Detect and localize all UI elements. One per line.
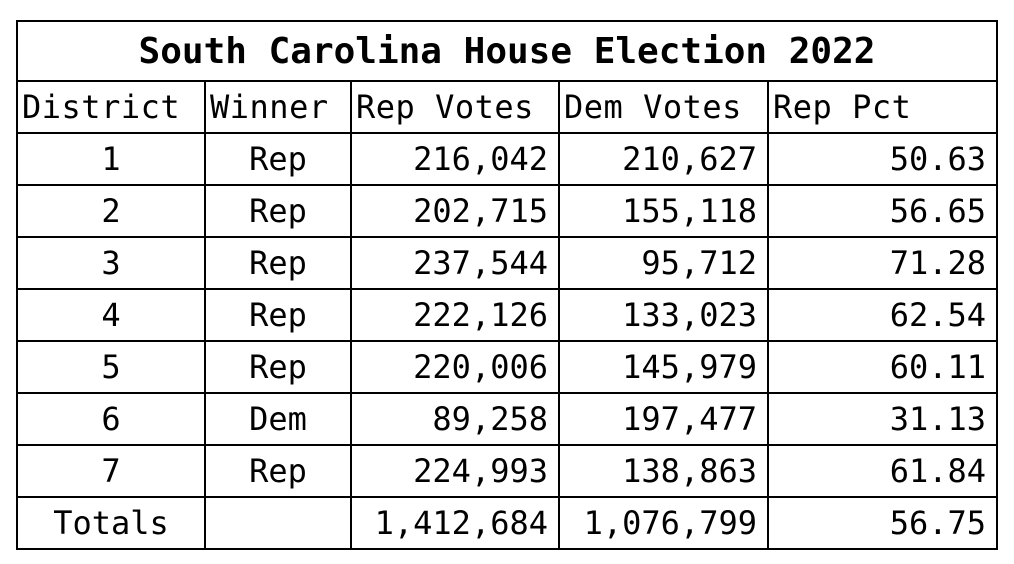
rep-votes-cell: 216,042 <box>350 132 560 186</box>
header-row: District Winner Rep Votes Dem Votes Rep … <box>16 80 999 134</box>
winner-cell: Rep <box>204 132 352 186</box>
rep-pct-cell: 61.84 <box>766 444 999 498</box>
rep-pct-cell: 50.63 <box>766 132 999 186</box>
winner-cell: Rep <box>204 236 352 290</box>
table-row: 4 Rep 222,126 133,023 62.54 <box>16 288 999 342</box>
winner-cell: Rep <box>204 340 352 394</box>
column-header-rep-votes: Rep Votes <box>350 80 560 134</box>
column-header-winner: Winner <box>204 80 352 134</box>
district-cell: 7 <box>16 444 206 498</box>
dem-votes-cell: 133,023 <box>558 288 769 342</box>
rep-votes-cell: 224,993 <box>350 444 560 498</box>
winner-cell: Rep <box>204 184 352 238</box>
rep-votes-cell: 220,006 <box>350 340 560 394</box>
dem-votes-cell: 138,863 <box>558 444 769 498</box>
totals-rep-votes: 1,412,684 <box>350 496 560 550</box>
winner-cell: Rep <box>204 288 352 342</box>
totals-winner-cell <box>204 496 352 550</box>
column-header-district: District <box>16 80 206 134</box>
rep-pct-cell: 60.11 <box>766 340 999 394</box>
rep-votes-cell: 89,258 <box>350 392 560 446</box>
district-cell: 1 <box>16 132 206 186</box>
column-header-rep-pct: Rep Pct <box>766 80 999 134</box>
district-cell: 2 <box>16 184 206 238</box>
totals-row: Totals 1,412,684 1,076,799 56.75 <box>16 496 999 550</box>
column-header-dem-votes: Dem Votes <box>558 80 769 134</box>
rep-pct-cell: 62.54 <box>766 288 999 342</box>
totals-rep-pct: 56.75 <box>766 496 999 550</box>
table-row: 7 Rep 224,993 138,863 61.84 <box>16 444 999 498</box>
title-row: South Carolina House Election 2022 <box>15 20 999 82</box>
rep-votes-cell: 237,544 <box>350 236 560 290</box>
table-row: 6 Dem 89,258 197,477 31.13 <box>16 392 999 446</box>
rep-votes-cell: 202,715 <box>350 184 560 238</box>
dem-votes-cell: 155,118 <box>558 184 769 238</box>
winner-cell: Rep <box>204 444 352 498</box>
district-cell: 6 <box>16 392 206 446</box>
table-row: 5 Rep 220,006 145,979 60.11 <box>16 340 999 394</box>
district-cell: 3 <box>16 236 206 290</box>
dem-votes-cell: 210,627 <box>558 132 769 186</box>
dem-votes-cell: 145,979 <box>558 340 769 394</box>
rep-pct-cell: 31.13 <box>766 392 999 446</box>
dem-votes-cell: 197,477 <box>558 392 769 446</box>
totals-label: Totals <box>16 496 206 550</box>
dem-votes-cell: 95,712 <box>558 236 769 290</box>
district-cell: 4 <box>16 288 206 342</box>
table-title: South Carolina House Election 2022 <box>15 20 999 82</box>
election-results-table: South Carolina House Election 2022 Distr… <box>15 20 999 550</box>
results-table-container: South Carolina House Election 2022 Distr… <box>15 20 999 550</box>
table-row: 2 Rep 202,715 155,118 56.65 <box>16 184 999 238</box>
table-row: 1 Rep 216,042 210,627 50.63 <box>16 132 999 186</box>
totals-dem-votes: 1,076,799 <box>558 496 769 550</box>
rep-votes-cell: 222,126 <box>350 288 560 342</box>
rep-pct-cell: 56.65 <box>766 184 999 238</box>
table-row: 3 Rep 237,544 95,712 71.28 <box>16 236 999 290</box>
rep-pct-cell: 71.28 <box>766 236 999 290</box>
district-cell: 5 <box>16 340 206 394</box>
winner-cell: Dem <box>204 392 352 446</box>
